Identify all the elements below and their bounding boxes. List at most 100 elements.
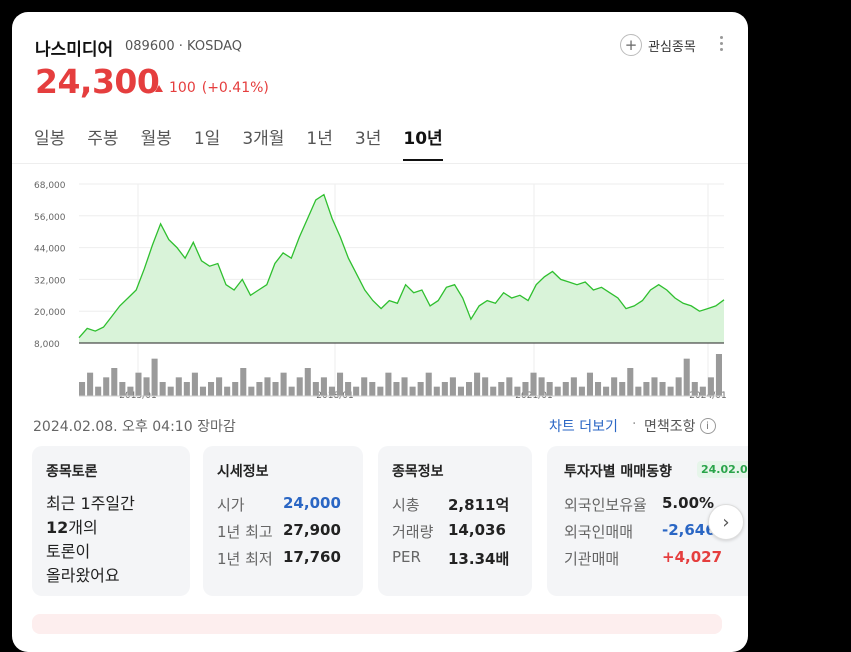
tab-3month[interactable]: 3개월: [242, 129, 285, 149]
volume-bar: [175, 377, 182, 396]
volume-bar: [199, 386, 206, 396]
volume-bar: [506, 377, 513, 396]
discussion-count: 12: [46, 518, 69, 537]
foreign-trade-label: 외국인매매: [564, 523, 634, 541]
volume-bar: [111, 368, 118, 396]
volume-bar: [304, 368, 311, 396]
stock-info-box[interactable]: 종목정보 시총 2,811억 거래량 14,036 PER 13.34배: [378, 446, 532, 596]
volume-label: 거래량: [392, 523, 434, 541]
volume-bar: [159, 382, 166, 396]
current-price: 24,300: [35, 62, 160, 101]
y-tick-label: 20,000: [34, 308, 66, 318]
stock-card: 나스미디어 089600 · KOSDAQ + 관심종목 24,300 100 …: [12, 12, 748, 652]
tab-1year[interactable]: 1년: [306, 129, 333, 149]
volume-bar: [595, 382, 602, 396]
volume-bar: [409, 386, 416, 396]
per-label: PER: [392, 548, 421, 566]
volume-bar: [377, 386, 384, 396]
market-low-label: 1년 최저: [217, 550, 273, 568]
change-percent: (+0.41%): [201, 80, 269, 96]
volume-bar: [248, 386, 255, 396]
info-row-volume: 거래량 14,036: [392, 521, 506, 542]
volume-bar: [328, 386, 335, 396]
investor-trend-box[interactable]: 투자자별 매매동향 24.02.08 외국인보유율 5.00% 외국인매매 -2…: [547, 446, 748, 596]
next-arrow-button[interactable]: ›: [708, 504, 744, 540]
volume-bar: [715, 354, 722, 396]
volume-bar: [578, 386, 585, 396]
stock-info-title: 종목정보: [392, 464, 444, 480]
discussion-line-3: 토론이: [46, 542, 91, 561]
y-tick-label: 44,000: [34, 245, 66, 255]
market-row-low: 1년 최저 17,760: [217, 548, 341, 569]
tab-divider: [12, 163, 748, 164]
tab-3year[interactable]: 3년: [354, 129, 382, 149]
foreign-ratio-label: 외국인보유율: [564, 496, 647, 514]
foreign-trade-value: -2,646: [662, 521, 716, 539]
volume-bar: [87, 372, 94, 396]
volume-bar: [119, 382, 126, 396]
volume-bar: [643, 382, 650, 396]
volume-bar: [490, 386, 497, 396]
volume-bar: [651, 377, 658, 396]
market-info-box[interactable]: 시세정보 시가 24,000 1년 최고 27,900 1년 최저 17,760: [203, 446, 363, 596]
more-chart-link[interactable]: 차트 더보기: [549, 419, 618, 435]
volume-bar: [627, 368, 634, 396]
marketcap-label: 시총: [392, 496, 420, 514]
tab-daily[interactable]: 일봉: [34, 129, 66, 149]
market-info-title: 시세정보: [217, 464, 269, 480]
volume-bar: [232, 382, 239, 396]
volume-bar: [667, 386, 674, 396]
volume-bar: [95, 386, 102, 396]
tab-monthly[interactable]: 월봉: [140, 129, 172, 149]
market-open-label: 시가: [217, 496, 245, 514]
stock-name[interactable]: 나스미디어: [35, 40, 114, 60]
foreign-ratio-value: 5.00%: [662, 494, 715, 512]
disclaimer-link[interactable]: 면책조항 i: [644, 416, 716, 436]
volume-bar: [530, 372, 537, 396]
discussion-line-1: 최근 1주일간: [46, 494, 135, 513]
volume-bar: [385, 372, 392, 396]
volume-bar: [264, 377, 271, 396]
tab-weekly[interactable]: 주봉: [87, 129, 119, 149]
volume-bar: [79, 382, 86, 396]
volume-bar: [151, 358, 158, 396]
volume-bar: [562, 382, 569, 396]
institution-trade-label: 기관매매: [564, 550, 620, 568]
discussion-box[interactable]: 종목토론 최근 1주일간 12개의 토론이 올라왔어요: [32, 446, 190, 596]
tab-10year[interactable]: 10년: [403, 124, 443, 161]
volume-bar: [337, 372, 344, 396]
volume-bar: [538, 377, 545, 396]
tab-1day[interactable]: 1일: [193, 129, 221, 149]
add-favorite-button[interactable]: + 관심종목: [620, 34, 696, 56]
price-chart[interactable]: 68,00056,00044,00032,00020,0008,0002015/…: [32, 176, 728, 401]
volume-bar: [699, 386, 706, 396]
per-value: 13.34배: [448, 550, 510, 568]
volume-bar: [514, 386, 521, 396]
investor-trend-date-badge: 24.02.08: [697, 461, 748, 478]
volume-bar: [417, 382, 424, 396]
volume-bar: [586, 372, 593, 396]
discussion-line-2: 12개의: [46, 516, 135, 540]
volume-bar: [522, 382, 529, 396]
info-icon: i: [699, 418, 716, 434]
volume-bar: [320, 377, 327, 396]
price-line: [78, 193, 725, 339]
plus-icon: +: [620, 34, 642, 56]
investor-row-institution-trade: 기관매매 +4,027: [564, 548, 722, 569]
disclaimer-label: 면책조항: [644, 419, 696, 435]
favorite-label: 관심종목: [648, 39, 696, 55]
y-tick-label: 68,000: [34, 181, 66, 191]
volume-bar: [353, 386, 360, 396]
volume-bar: [498, 382, 505, 396]
y-tick-label: 56,000: [34, 213, 66, 223]
info-row-marketcap: 시총 2,811억: [392, 494, 509, 515]
market-high-label: 1년 최고: [217, 523, 273, 541]
discussion-line-4: 올라왔어요: [46, 566, 120, 585]
volume-bar: [191, 372, 198, 396]
market-high-value: 27,900: [283, 521, 341, 539]
more-options-icon[interactable]: [718, 36, 724, 54]
volume-bar: [611, 377, 618, 396]
period-tabs: 일봉 주봉 월봉 1일 3개월 1년 3년 10년: [34, 124, 443, 161]
volume-bar: [546, 382, 553, 396]
price-change: 100 (+0.41%): [155, 80, 269, 96]
